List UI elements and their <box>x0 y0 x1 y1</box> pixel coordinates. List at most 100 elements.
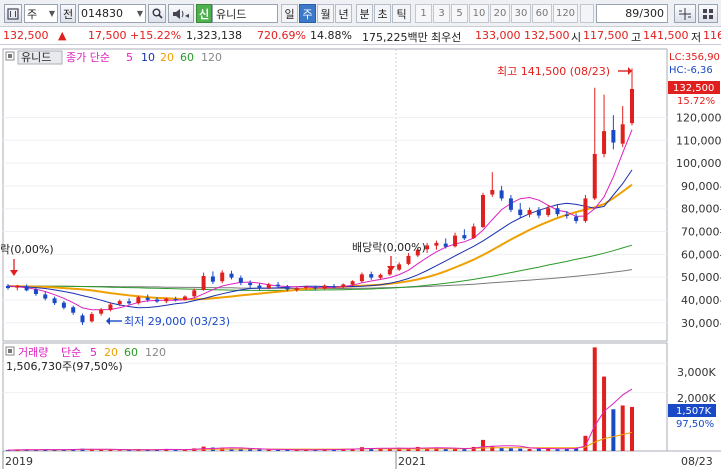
interval-button-3[interactable]: 3 <box>433 4 450 23</box>
candle-body <box>285 286 290 290</box>
quote-high-label: 고 <box>631 31 642 44</box>
interval-button-5[interactable]: 5 <box>451 4 468 23</box>
tab-month[interactable]: 월 <box>317 4 334 23</box>
x-label-2021: 2021 <box>398 455 426 468</box>
price-axis: 120,000- 110,000- 100,000- 90,000- 80,00… <box>676 111 721 329</box>
interval-button-1[interactable]: 1 <box>415 4 432 23</box>
candle-body <box>61 302 66 308</box>
y-tick: 120,000- <box>676 111 721 124</box>
quote-volume-ratio: 720.69% <box>257 29 306 42</box>
tab-tick[interactable]: 틱 <box>392 4 411 23</box>
volume-bar <box>341 448 346 451</box>
candle-body <box>33 289 38 295</box>
tab-minute[interactable]: 분 <box>356 4 373 23</box>
volume-legend-5: 5 <box>90 346 97 359</box>
candle-body <box>108 304 113 310</box>
candle-body <box>173 299 178 301</box>
volume-bar <box>182 449 187 451</box>
tab-second[interactable]: 초 <box>374 4 391 23</box>
high-arrow-icon <box>618 67 632 75</box>
candle-body <box>155 299 160 302</box>
quote-open: 117,500 <box>583 29 629 42</box>
volume-bar <box>425 448 430 451</box>
candle-body <box>304 286 309 288</box>
candle-body <box>499 190 504 199</box>
jeon-button[interactable]: 전 <box>60 4 76 23</box>
high-annotation: 최고 141,500 (08/23) <box>497 65 610 78</box>
candle-body <box>145 297 150 300</box>
volume-bar <box>294 449 299 451</box>
price-grid <box>3 116 667 394</box>
candle-body <box>257 285 262 289</box>
volume-readout: 1,506,730주(97,50%) <box>6 360 123 373</box>
volume-bar <box>611 409 616 451</box>
tab-week[interactable]: 주 <box>299 4 316 23</box>
dividend-arrow-mid-icon <box>387 256 395 272</box>
stock-chart[interactable]: 유니드 종가 단순 5 10 20 60 120 LC:356,90 HC:-6… <box>0 46 721 469</box>
volume-bar <box>6 450 10 451</box>
volume-bar <box>266 449 271 451</box>
interval-button-30[interactable]: 30 <box>511 4 531 23</box>
code-input[interactable]: 014830 ▼ <box>78 4 146 23</box>
interval-button-120[interactable]: 120 <box>553 4 578 23</box>
candle-body <box>322 285 327 289</box>
count-input[interactable]: 89 /300 <box>596 4 668 23</box>
ma-legend-10: 10 <box>141 51 155 64</box>
candle-body <box>52 298 57 304</box>
candle-body <box>127 301 132 304</box>
candle-body <box>294 288 299 290</box>
settings-grid-icon[interactable] <box>698 4 718 23</box>
interval-button-20[interactable]: 20 <box>490 4 510 23</box>
candle-body <box>611 129 616 143</box>
code-input-value: 014830 <box>81 7 123 20</box>
quote-up-arrow-icon: ▲ <box>58 29 67 42</box>
current-price-pct: 15.72% <box>677 96 715 107</box>
crosshair-icon[interactable] <box>674 4 696 23</box>
candle-body <box>527 210 532 215</box>
scroll-slot[interactable] <box>580 4 594 23</box>
candle-body <box>248 283 253 286</box>
dividend-annotation-mid: 배당락(0,00%) <box>352 241 426 254</box>
search-icon[interactable] <box>148 4 166 23</box>
toolbar: 주 ▼ 전 014830 ▼ ◂ 신 유니드 일 주 월 년 분 초 틱 1 3… <box>0 0 721 27</box>
candle-body <box>425 245 430 250</box>
ma-legend-5: 5 <box>126 51 133 64</box>
y-tick: 50,000- <box>681 271 721 284</box>
candle-body <box>602 131 607 154</box>
volume-bar <box>350 448 355 451</box>
volume-bar <box>276 449 281 451</box>
quote-high: 141,500 <box>643 29 689 42</box>
quote-price: 132,500 <box>3 29 49 42</box>
candle-body <box>164 298 169 302</box>
quote-low-label: 저 <box>691 31 702 44</box>
candle-body <box>6 285 10 289</box>
candle-body <box>415 249 420 256</box>
market-select[interactable]: 주 ▼ <box>24 4 58 23</box>
speaker-icon[interactable]: ◂ <box>168 4 194 23</box>
volume-bar <box>369 448 374 451</box>
ma-line-60 <box>8 244 633 291</box>
candle-body <box>117 301 122 305</box>
volume-legend-120: 120 <box>145 346 166 359</box>
volume-legend-20: 20 <box>104 346 118 359</box>
y-tick: 40,000- <box>681 294 721 307</box>
interval-button-10[interactable]: 10 <box>469 4 489 23</box>
candle-body <box>71 307 76 313</box>
volume-legend-label: 단순 <box>61 346 81 359</box>
y-tick: 80,000- <box>681 203 721 216</box>
interval-button-60[interactable]: 60 <box>532 4 552 23</box>
candle-body <box>350 281 355 285</box>
quote-best-label: 최우선 <box>431 31 462 44</box>
y-tick: 30,000- <box>681 317 721 330</box>
price-panel-tag <box>17 50 63 65</box>
volume-bar <box>61 449 66 451</box>
chart-type-icon[interactable] <box>4 4 22 23</box>
volume-legend-60: 60 <box>124 346 138 359</box>
low-arrow-icon <box>106 317 122 325</box>
candle-body <box>574 216 579 222</box>
volume-bar <box>52 449 57 451</box>
tab-year[interactable]: 년 <box>335 4 352 23</box>
tab-day[interactable]: 일 <box>281 4 298 23</box>
candle-body <box>229 273 234 278</box>
volume-bar <box>527 448 532 451</box>
